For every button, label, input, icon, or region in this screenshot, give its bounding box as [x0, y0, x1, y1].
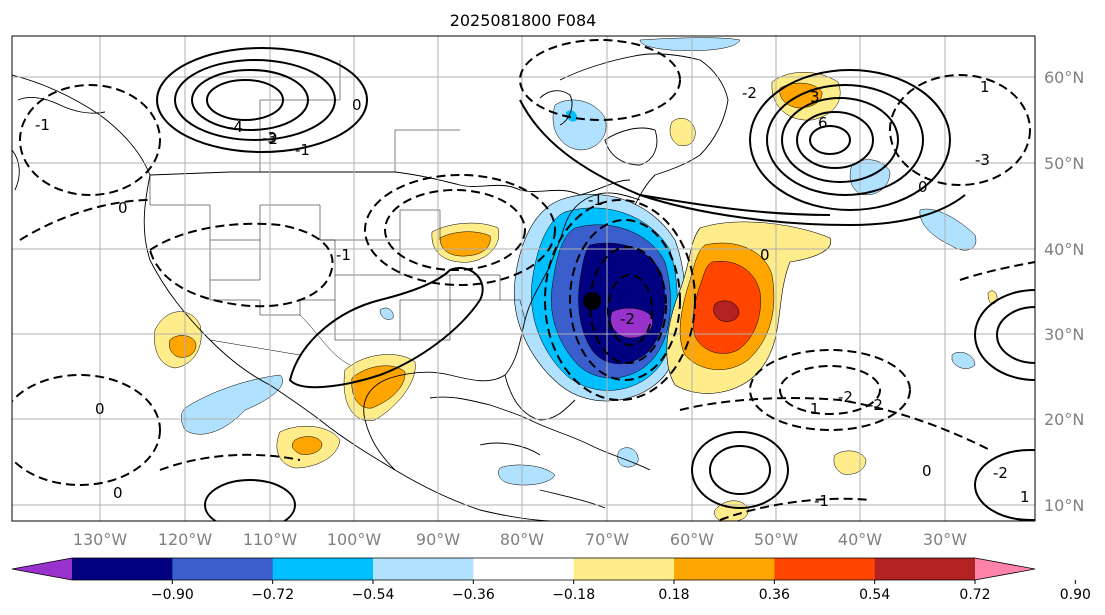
map-area: -2 -3 -4 -1 0 -1 0 -2 -1 0 1 -2 3 -2 1 6…	[12, 36, 1035, 521]
positive-anomaly-core	[713, 300, 740, 322]
lon-label-40w: 40°W	[838, 530, 882, 549]
contour-label: 3	[810, 88, 820, 106]
reference-point-marker	[583, 292, 601, 310]
colorbar-segment	[473, 558, 575, 580]
colorbar-tick-label: 0.18	[658, 587, 689, 603]
graticule	[12, 36, 1035, 521]
contour-label: -3	[262, 129, 277, 147]
contour-label: -1	[814, 492, 829, 510]
lon-label-70w: 70°W	[585, 530, 629, 549]
colorbar-extend-low	[12, 558, 72, 580]
contour-label: 0	[918, 178, 928, 196]
contour-label: -1	[35, 116, 50, 134]
contour-label: 0	[922, 462, 932, 480]
contour-label: 1	[1020, 488, 1030, 506]
lon-label-80w: 80°W	[500, 530, 544, 549]
lat-label-20n: 20°N	[1044, 410, 1084, 429]
coastlines	[12, 53, 729, 521]
colorbar-segment	[272, 558, 374, 580]
contour-label: 1	[980, 78, 990, 96]
colorbar-segment	[573, 558, 675, 580]
contour-label: 0	[95, 400, 105, 418]
negative-contours	[12, 39, 1035, 521]
contour-label: 6	[818, 114, 828, 132]
contour-label: -3	[975, 151, 990, 169]
colorbar-segment	[774, 558, 876, 580]
colorbar-tick-label: 0.54	[859, 587, 890, 603]
lat-label-30n: 30°N	[1044, 325, 1084, 344]
colorbar-segment	[674, 558, 775, 580]
lat-label-50n: 50°N	[1044, 154, 1084, 173]
contour-label: -2	[620, 310, 635, 328]
colorbar-tick-label: −0.54	[352, 587, 395, 603]
contour-label: -2	[993, 464, 1008, 482]
colorbar-tick-label: 0.90	[1060, 587, 1091, 603]
contour-label: 1	[810, 400, 820, 418]
contour-label: -2	[838, 388, 853, 406]
contour-labels: -2 -3 -4 -1 0 -1 0 -2 -1 0 1 -2 3 -2 1 6…	[35, 78, 1030, 510]
colorbar-segment	[874, 558, 976, 580]
lat-label-10n: 10°N	[1044, 496, 1084, 515]
colorbar-tick-label: −0.36	[452, 587, 495, 603]
contour-label: -2	[742, 84, 757, 102]
lon-label-60w: 60°W	[670, 530, 714, 549]
colorbar-outline	[11, 557, 1036, 581]
colorbar-tick-label: −0.90	[151, 587, 194, 603]
lat-label-40n: 40°N	[1044, 240, 1084, 259]
lon-label-120w: 120°W	[158, 530, 213, 549]
latitude-labels: 60°N 50°N 40°N 30°N 20°N 10°N	[1044, 68, 1084, 515]
lat-label-60n: 60°N	[1044, 68, 1084, 87]
lon-label-90w: 90°W	[416, 530, 460, 549]
contour-label: 0	[352, 96, 362, 114]
colorbar-tick-label: 0.72	[959, 587, 990, 603]
colorbar-segment	[172, 558, 274, 580]
contour-label: -4	[228, 118, 243, 136]
colorbar-segment	[72, 558, 173, 580]
map-frame	[11, 35, 1036, 522]
contour-label: 0	[113, 484, 123, 502]
contour-label: -1	[588, 191, 603, 209]
colorbar-tick-label: −0.72	[251, 587, 294, 603]
contour-label: -1	[336, 246, 351, 264]
contour-label: -2	[263, 130, 278, 148]
map-title: 2025081800 F084	[450, 11, 597, 30]
contour-label: 0	[118, 199, 128, 217]
contour-label: -2	[868, 396, 883, 414]
lon-label-110w: 110°W	[243, 530, 298, 549]
longitude-labels: 130°W 120°W 110°W 100°W 90°W 80°W 70°W 6…	[73, 530, 967, 549]
political-borders	[149, 60, 526, 366]
colorbar: −0.90 −0.72 −0.54 −0.36 −0.18 0.18 0.36 0.54 0.7…	[11, 557, 1091, 603]
lon-label-130w: 130°W	[73, 530, 128, 549]
lon-label-50w: 50°W	[754, 530, 798, 549]
lon-label-100w: 100°W	[327, 530, 382, 549]
contour-label: -1	[295, 141, 310, 159]
colorbar-tick-label: 0.36	[759, 587, 790, 603]
positive-contours	[156, 47, 1035, 521]
lon-label-30w: 30°W	[923, 530, 967, 549]
contour-label: 0	[760, 246, 770, 264]
colorbar-extend-high	[975, 558, 1035, 580]
colorbar-tick-label: −0.18	[552, 587, 595, 603]
colorbar-segment	[373, 558, 474, 580]
